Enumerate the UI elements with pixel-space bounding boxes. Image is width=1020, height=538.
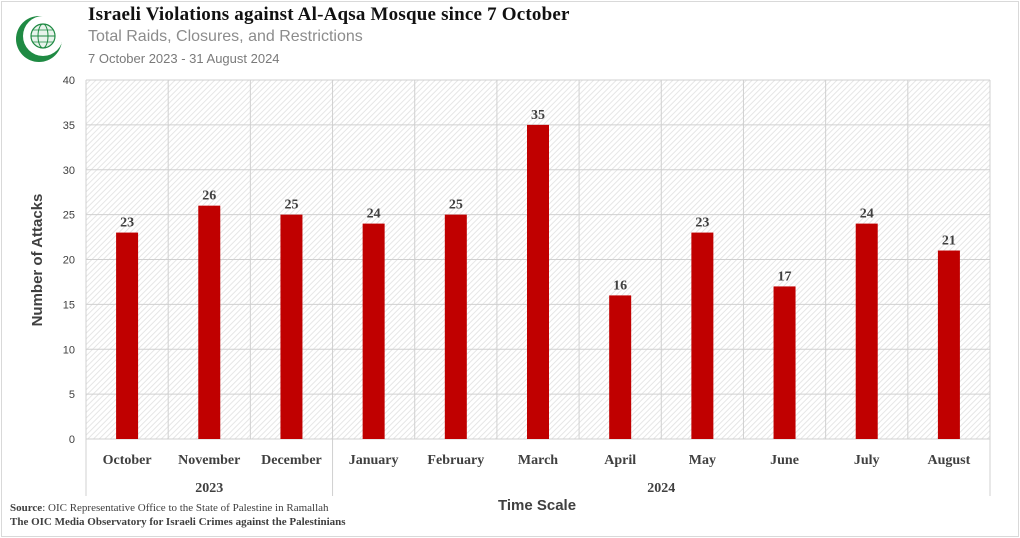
y-tick-label: 25 xyxy=(63,210,75,222)
x-category-label: March xyxy=(518,453,558,468)
chart-subtitle: Total Raids, Closures, and Restrictions xyxy=(88,28,363,45)
x-category-label: October xyxy=(103,453,152,468)
y-tick-label: 30 xyxy=(63,165,75,177)
y-tick-label: 10 xyxy=(63,344,75,356)
data-label: 21 xyxy=(942,234,956,249)
x-category-label: August xyxy=(928,453,971,468)
source-text: : OIC Representative Office to the State… xyxy=(42,502,329,514)
x-axis-label: Time Scale xyxy=(498,497,576,514)
y-tick-label: 40 xyxy=(63,75,75,87)
data-label: 23 xyxy=(120,216,134,231)
bar xyxy=(116,232,139,439)
source-note: Source: OIC Representative Office to the… xyxy=(10,501,346,529)
year-groups: 2023 2024 xyxy=(85,439,991,496)
data-labels: 23 26 25 24 25 35 16 23 17 24 21 xyxy=(120,108,956,294)
data-label: 25 xyxy=(284,198,298,213)
y-tick-label: 0 xyxy=(69,434,75,446)
bar xyxy=(609,295,632,439)
y-tick-label: 5 xyxy=(69,389,75,401)
x-category-label: January xyxy=(349,453,399,468)
bar xyxy=(855,223,878,439)
x-category-label: November xyxy=(178,453,240,468)
x-category-label: April xyxy=(604,453,636,468)
bar xyxy=(527,124,549,439)
source-line: Source: OIC Representative Office to the… xyxy=(10,501,346,515)
data-label: 25 xyxy=(449,198,463,213)
x-category-label: December xyxy=(261,453,322,468)
x-axis-categories: October November December January February Ma… xyxy=(103,453,971,468)
y-tick-label: 35 xyxy=(63,120,75,132)
x-category-label: February xyxy=(427,453,484,468)
bar xyxy=(198,205,221,439)
y-axis-label: Number of Attacks xyxy=(29,194,46,327)
bar xyxy=(773,286,796,439)
y-tick-label: 15 xyxy=(63,299,75,311)
x-category-label: May xyxy=(689,453,716,468)
data-label: 17 xyxy=(778,269,792,284)
year-group-label: 2023 xyxy=(195,481,223,496)
bar xyxy=(691,232,714,439)
chart-title: Israeli Violations against Al-Aqsa Mosqu… xyxy=(88,4,570,25)
data-label: 26 xyxy=(202,189,216,204)
data-label: 23 xyxy=(695,216,709,231)
bars xyxy=(116,124,960,439)
data-label: 24 xyxy=(860,207,874,222)
y-tick-label: 20 xyxy=(63,255,75,267)
bar xyxy=(362,223,385,439)
source-label: Source xyxy=(10,502,43,514)
data-label: 35 xyxy=(531,108,545,123)
bar xyxy=(937,250,960,439)
oic-emblem-icon xyxy=(16,16,63,62)
year-group-label: 2024 xyxy=(647,481,675,496)
data-label: 24 xyxy=(367,207,381,222)
date-range: 7 October 2023 - 31 August 2024 xyxy=(88,51,280,66)
bar xyxy=(444,214,467,439)
y-axis-ticks: 0 5 10 15 20 25 30 35 40 xyxy=(63,75,75,446)
x-category-label: July xyxy=(854,453,880,468)
x-category-label: June xyxy=(770,453,799,468)
bar xyxy=(280,214,303,439)
observatory-line: The OIC Media Observatory for Israeli Cr… xyxy=(10,516,346,528)
data-label: 16 xyxy=(613,278,627,293)
